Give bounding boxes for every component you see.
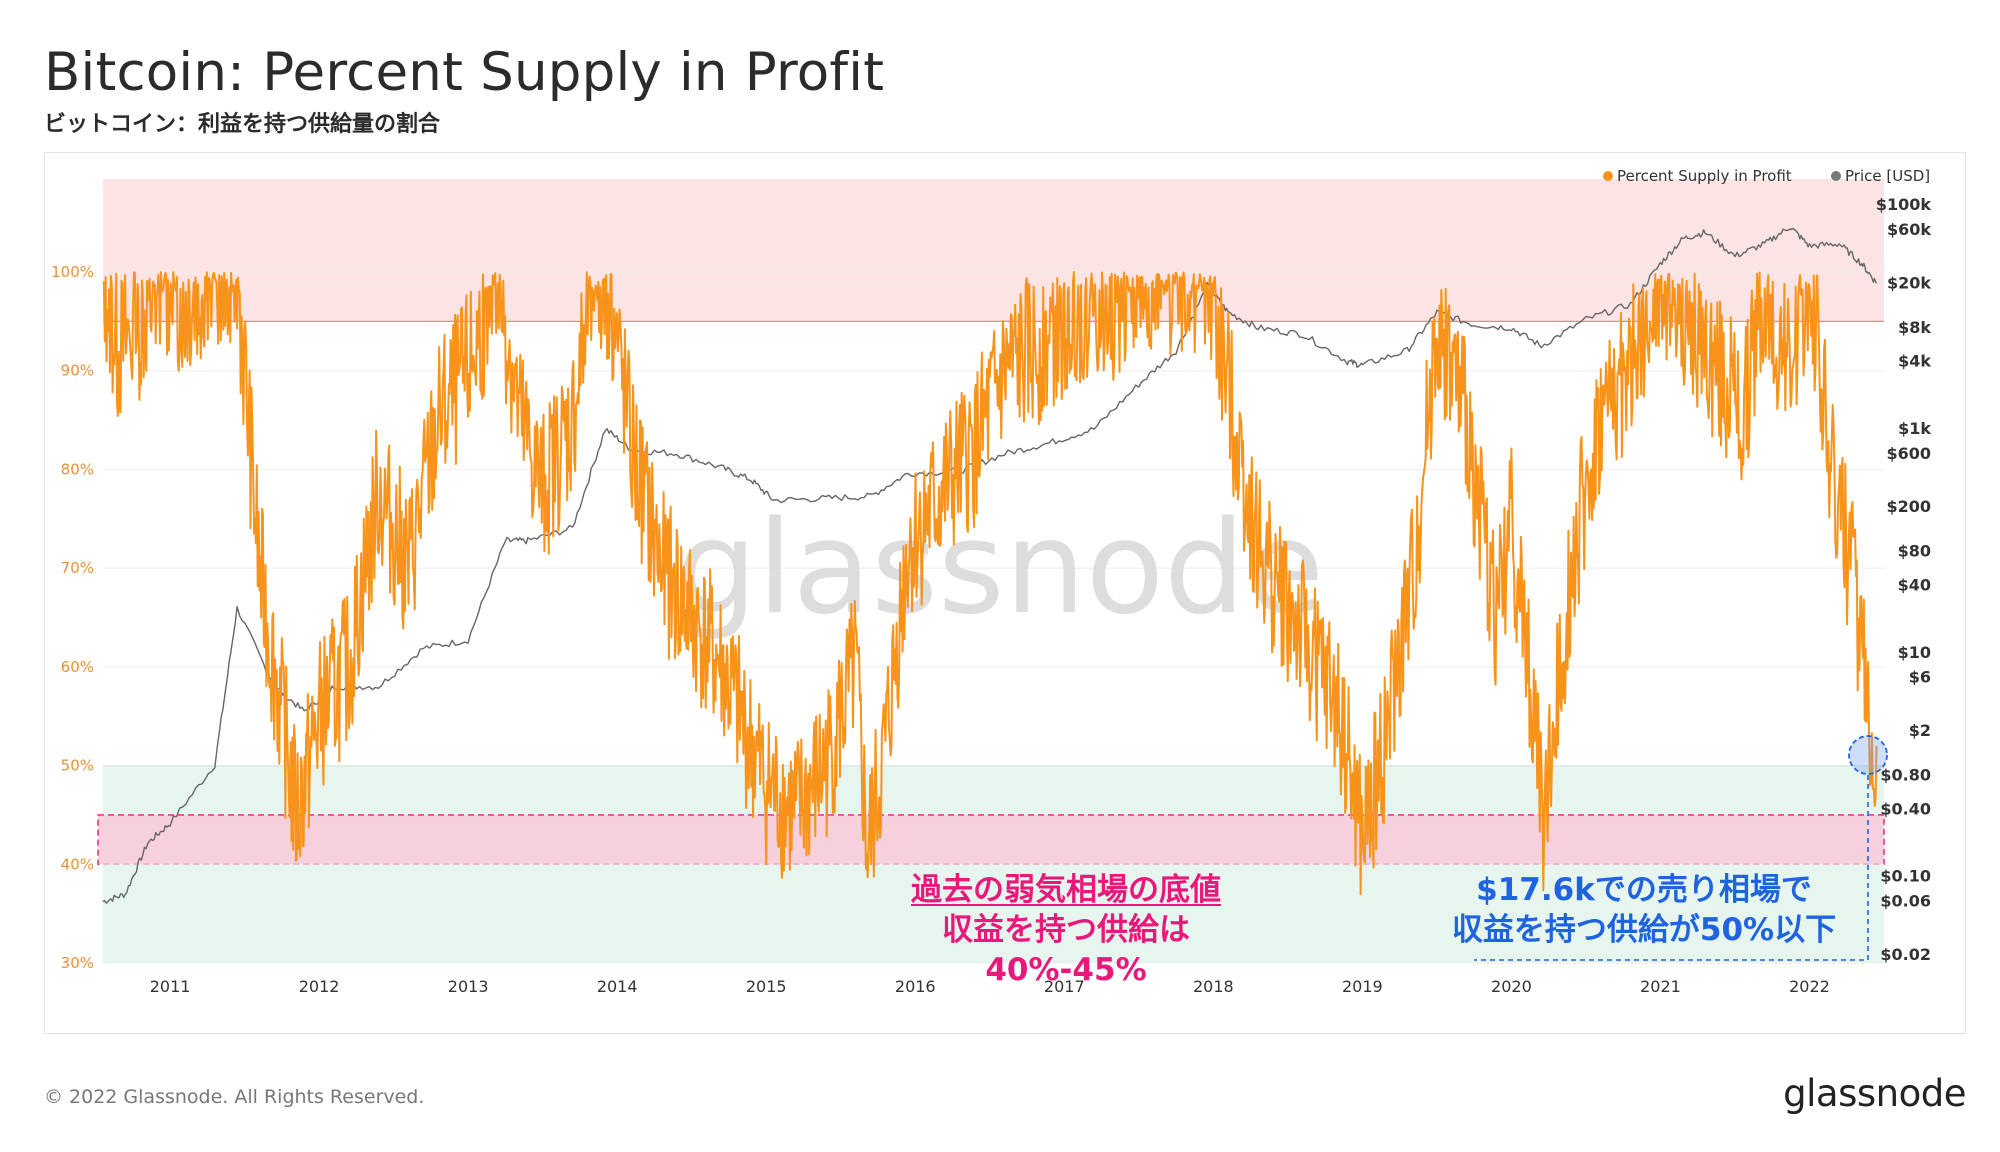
- x-tick-label: 2013: [448, 977, 489, 996]
- bear-bottom-band: [97, 814, 1885, 865]
- watermark-text: glassnode: [676, 494, 1324, 643]
- x-tick-label: 2017: [1044, 977, 1085, 996]
- current-annotation-line2: 収益を持つ供給が50%以下: [1451, 912, 1837, 948]
- legend-label-price: Price [USD]: [1845, 167, 1930, 185]
- glassnode-logo[interactable]: glassnode: [1783, 1072, 1966, 1115]
- x-tick-label: 2019: [1342, 977, 1383, 996]
- high-profit-band: [103, 179, 1884, 322]
- y-left-tick-label: 40%: [61, 855, 94, 873]
- y-left-tick-label: 80%: [61, 460, 94, 478]
- y-right-tick-label: $40: [1898, 575, 1931, 594]
- y-left-tick-label: 70%: [61, 559, 94, 577]
- x-tick-label: 2014: [597, 977, 638, 996]
- y-right-tick-label: $2: [1909, 721, 1931, 740]
- y-right-tick-label: $20k: [1887, 273, 1931, 292]
- bear-market-annotation-line1: 過去の弱気相場の底値: [911, 872, 1221, 908]
- y-right-tick-label: $0.02: [1880, 945, 1931, 964]
- bear-market-annotation-line2: 収益を持つ供給は40%-45%: [942, 912, 1190, 988]
- x-tick-label: 2012: [299, 977, 340, 996]
- x-tick-label: 2020: [1491, 977, 1532, 996]
- y-right-tick-label: $0.06: [1880, 892, 1931, 911]
- y-right-tick-label: $600: [1886, 444, 1931, 463]
- y-right-tick-label: $10: [1898, 643, 1931, 662]
- y-left-tick-label: 30%: [61, 954, 94, 972]
- x-tick-label: 2021: [1640, 977, 1681, 996]
- y-right-tick-label: $100k: [1876, 195, 1932, 214]
- current-marker-circle: [1848, 735, 1888, 775]
- x-tick-label: 2015: [746, 977, 787, 996]
- x-tick-label: 2018: [1193, 977, 1234, 996]
- legend-dot-price: [1831, 171, 1841, 181]
- y-right-tick-label: $8k: [1898, 318, 1931, 337]
- y-left-tick-label: 50%: [61, 757, 94, 775]
- y-right-tick-label: $0.80: [1880, 766, 1931, 785]
- supply-series-line: [102, 271, 1878, 896]
- legend-label-supply: Percent Supply in Profit: [1617, 167, 1792, 185]
- y-left-tick-label: 100%: [51, 263, 94, 281]
- y-right-tick-label: $4k: [1898, 352, 1931, 371]
- legend-dot-supply: [1603, 171, 1613, 181]
- y-left-tick-label: 60%: [61, 658, 94, 676]
- current-annotation: $17.6kでの売り相場で 収益を持つ供給が50%以下: [1424, 870, 1864, 950]
- x-tick-label: 2022: [1789, 977, 1830, 996]
- current-annotation-line1: $17.6kでの売り相場で: [1476, 872, 1812, 908]
- y-right-tick-label: $60k: [1887, 220, 1931, 239]
- current-guide-line: [1474, 775, 1869, 961]
- x-tick-label: 2011: [150, 977, 191, 996]
- bear-market-annotation: 過去の弱気相場の底値 収益を持つ供給は40%-45%: [906, 870, 1226, 990]
- page-subtitle: ビットコイン：利益を持つ供給量の割合: [44, 112, 441, 137]
- y-left-tick-label: 90%: [61, 362, 94, 380]
- price-series-line: [102, 227, 1878, 904]
- x-tick-label: 2016: [895, 977, 936, 996]
- y-right-tick-label: $80: [1898, 542, 1931, 561]
- page-title: Bitcoin: Percent Supply in Profit: [44, 42, 885, 103]
- y-right-tick-label: $1k: [1898, 419, 1931, 438]
- y-right-tick-label: $200: [1886, 497, 1931, 516]
- y-right-tick-label: $0.40: [1880, 799, 1931, 818]
- y-right-tick-label: $0.10: [1880, 867, 1931, 886]
- copyright-text: © 2022 Glassnode. All Rights Reserved.: [44, 1086, 425, 1108]
- y-right-tick-label: $6: [1909, 668, 1931, 687]
- chart-frame: [44, 152, 1966, 1034]
